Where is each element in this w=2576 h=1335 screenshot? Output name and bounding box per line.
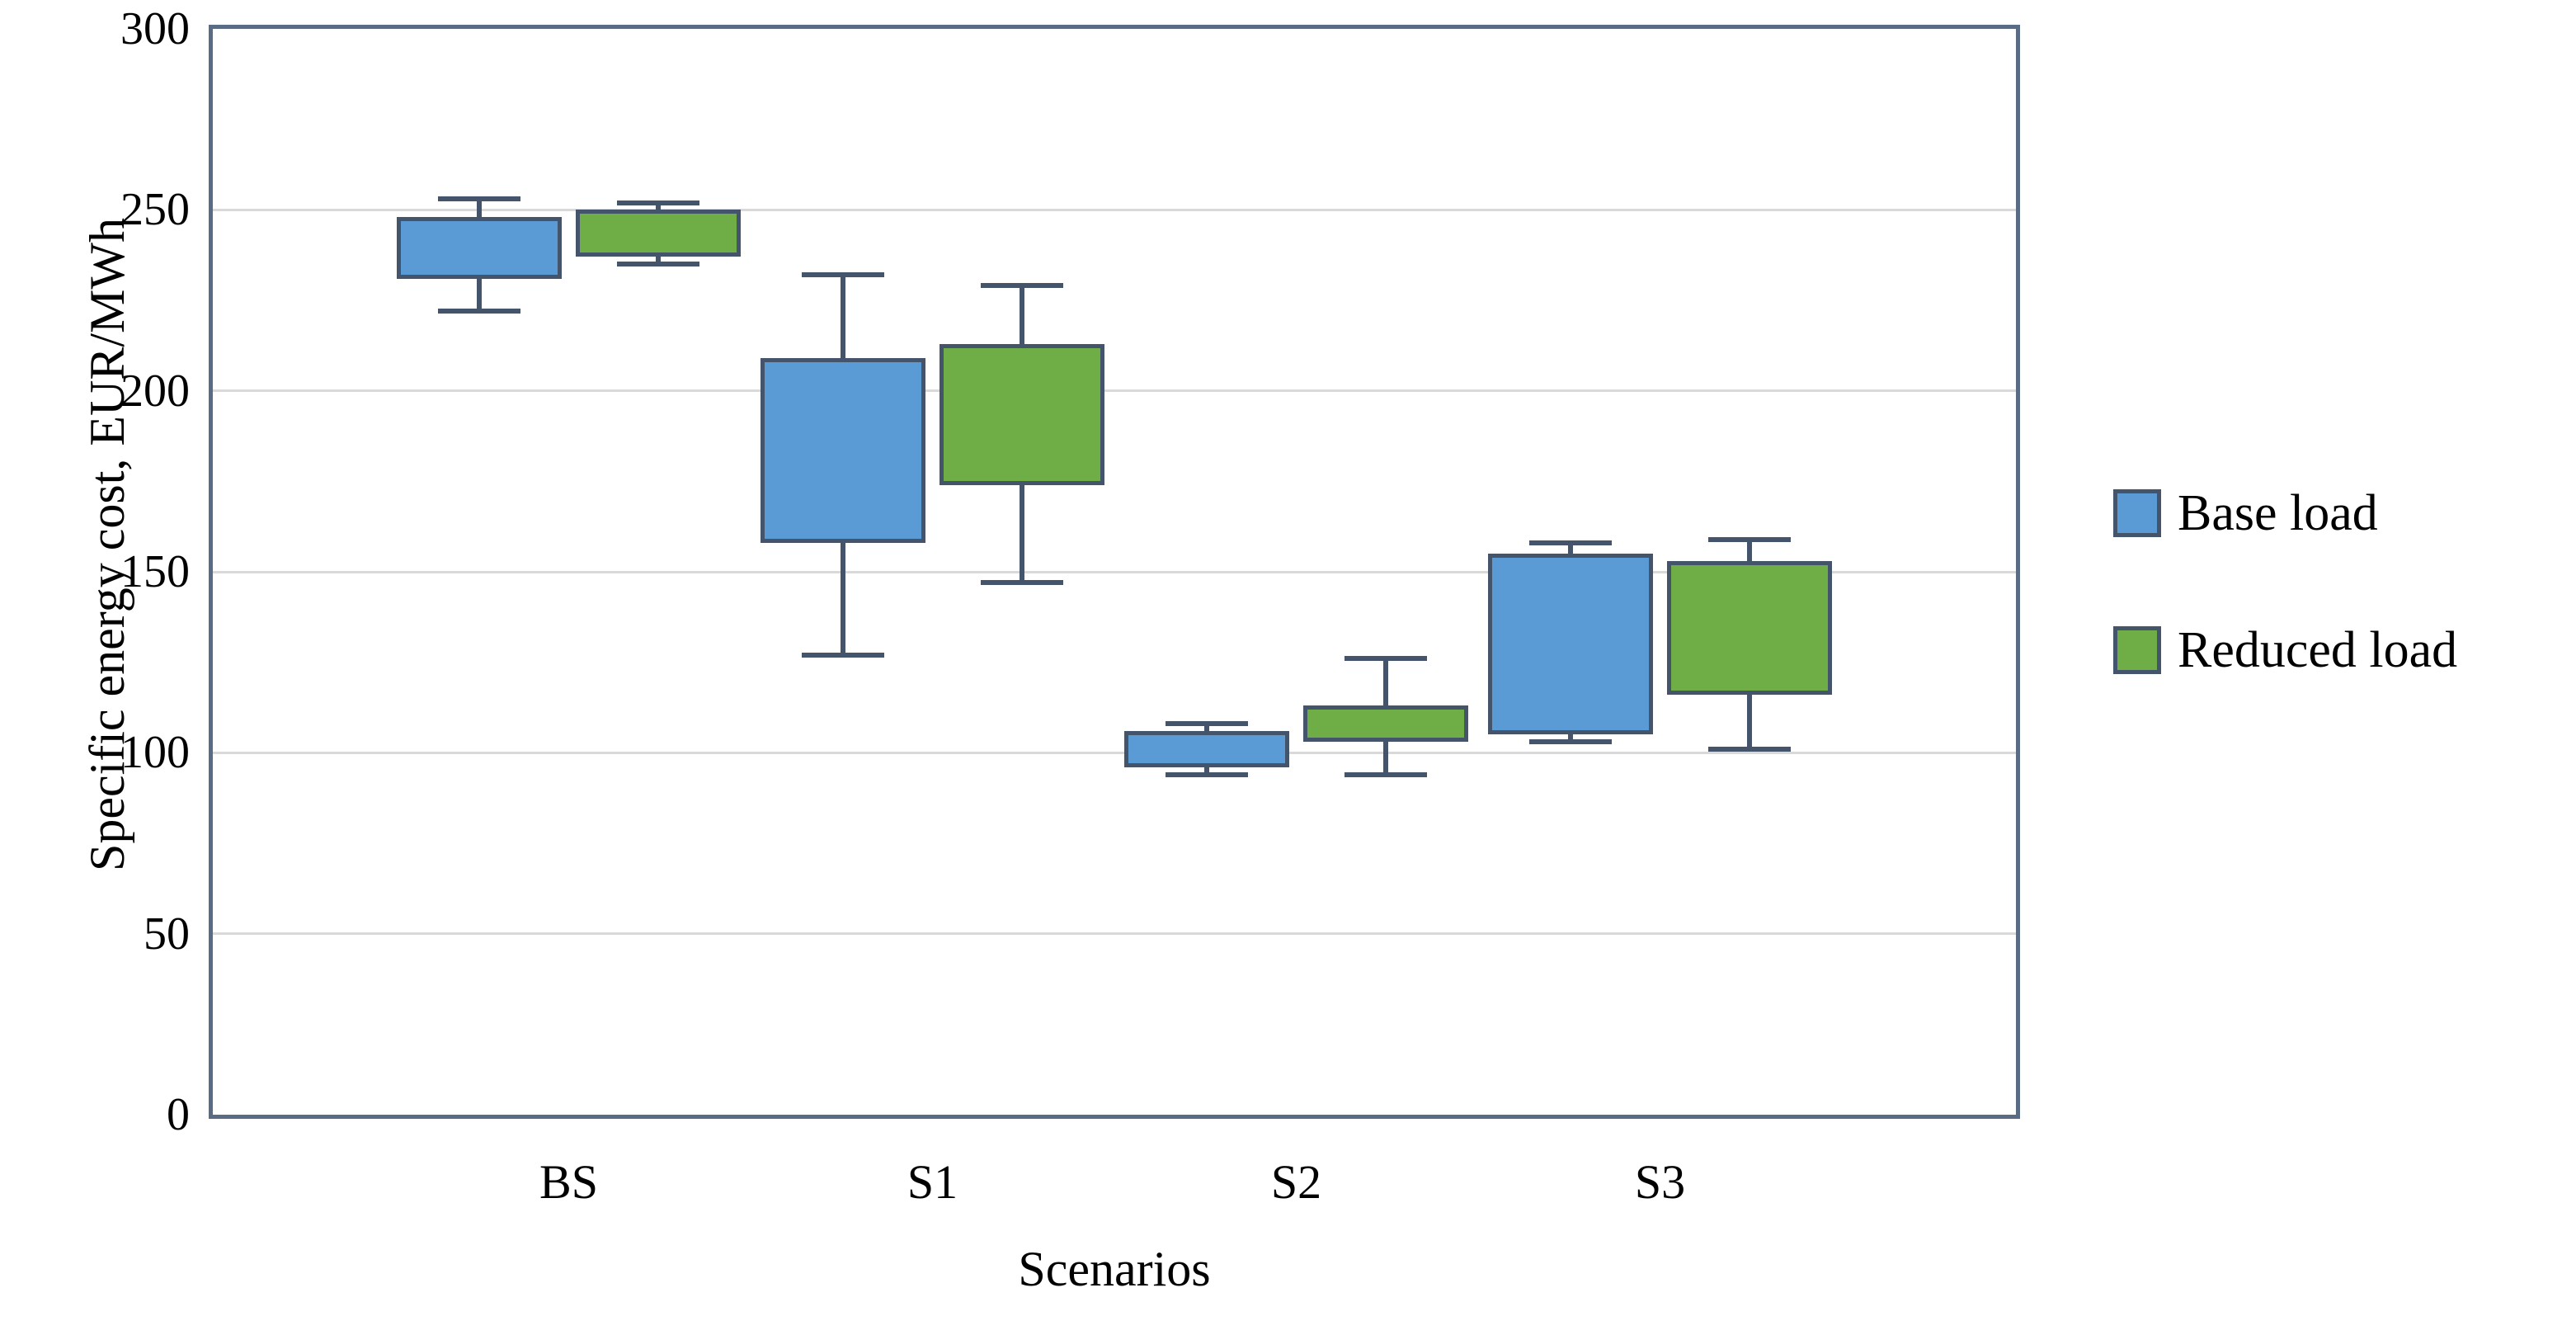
- whisker-bottom-stem-base-load-s3: [1568, 734, 1573, 743]
- whisker-top-cap-base-load-s1: [802, 272, 884, 278]
- box-reduced-load-bs: [576, 210, 741, 257]
- box-base-load-s1: [761, 358, 925, 543]
- whisker-top-cap-base-load-s2: [1166, 721, 1248, 727]
- whisker-top-stem-base-load-s1: [841, 275, 845, 359]
- whisker-bottom-cap-reduced-load-s3: [1708, 746, 1791, 752]
- whisker-bottom-cap-base-load-bs: [438, 309, 520, 314]
- whisker-bottom-stem-reduced-load-s3: [1747, 695, 1752, 749]
- whisker-bottom-stem-base-load-s2: [1204, 767, 1209, 775]
- whisker-bottom-stem-reduced-load-s1: [1020, 484, 1024, 583]
- whisker-bottom-stem-reduced-load-bs: [656, 257, 661, 265]
- box-reduced-load-s1: [940, 343, 1104, 485]
- legend-label-base-load: Base load: [2178, 485, 2378, 541]
- y-tick-label-100: 100: [120, 727, 190, 779]
- box-base-load-s2: [1124, 731, 1289, 767]
- y-tick-label-300: 300: [120, 3, 190, 54]
- y-tick-label-150: 150: [120, 546, 190, 597]
- whisker-top-cap-base-load-s3: [1529, 540, 1612, 545]
- whisker-top-stem-reduced-load-s1: [1020, 285, 1024, 344]
- whisker-bottom-stem-reduced-load-s2: [1383, 742, 1388, 775]
- whisker-top-cap-reduced-load-s2: [1345, 656, 1427, 662]
- whisker-bottom-cap-reduced-load-bs: [617, 262, 699, 267]
- legend-entry-reduced-load: Reduced load: [2113, 617, 2457, 683]
- x-axis-title: Scenarios: [1018, 1242, 1211, 1296]
- whisker-bottom-stem-base-load-bs: [477, 278, 482, 312]
- legend-entry-base-load: Base load: [2113, 480, 2378, 546]
- x-tick-label-bs: BS: [539, 1155, 598, 1209]
- y-tick-label-200: 200: [120, 365, 190, 417]
- box-base-load-s3: [1488, 554, 1653, 735]
- legend-swatch-base-load: [2113, 489, 2161, 537]
- whisker-top-stem-reduced-load-s3: [1747, 539, 1752, 561]
- whisker-top-stem-base-load-bs: [477, 199, 482, 218]
- x-tick-label-s1: S1: [907, 1155, 958, 1209]
- gridline-100: [213, 751, 2016, 754]
- gridline-250: [213, 208, 2016, 211]
- whisker-bottom-stem-base-load-s1: [841, 542, 845, 655]
- x-tick-label-s3: S3: [1634, 1155, 1686, 1209]
- gridline-150: [213, 570, 2016, 573]
- whisker-top-cap-reduced-load-s1: [981, 283, 1063, 289]
- box-base-load-bs: [397, 217, 562, 279]
- whisker-top-cap-base-load-bs: [438, 196, 520, 202]
- box-reduced-load-s2: [1303, 705, 1468, 743]
- whisker-top-cap-reduced-load-bs: [617, 200, 699, 205]
- whisker-bottom-cap-reduced-load-s2: [1345, 771, 1427, 777]
- plot-area: [209, 25, 2020, 1119]
- y-tick-label-250: 250: [120, 184, 190, 236]
- gridline-50: [213, 932, 2016, 936]
- whisker-top-stem-reduced-load-bs: [656, 202, 661, 210]
- box-reduced-load-s3: [1667, 560, 1832, 696]
- gridline-200: [213, 389, 2016, 393]
- whisker-bottom-cap-base-load-s2: [1166, 771, 1248, 777]
- whisker-bottom-cap-base-load-s3: [1529, 739, 1612, 745]
- whisker-top-stem-reduced-load-s2: [1383, 658, 1388, 706]
- y-tick-label-50: 50: [144, 908, 190, 960]
- y-tick-label-0: 0: [167, 1089, 190, 1140]
- x-tick-label-s2: S2: [1270, 1155, 1322, 1209]
- legend-swatch-reduced-load: [2113, 626, 2161, 674]
- whisker-top-cap-reduced-load-s3: [1708, 536, 1791, 542]
- legend-label-reduced-load: Reduced load: [2178, 622, 2458, 678]
- whisker-top-stem-base-load-s2: [1204, 724, 1209, 731]
- whisker-bottom-cap-reduced-load-s1: [981, 580, 1063, 586]
- whisker-top-stem-base-load-s3: [1568, 542, 1573, 554]
- whisker-bottom-cap-base-load-s1: [802, 652, 884, 658]
